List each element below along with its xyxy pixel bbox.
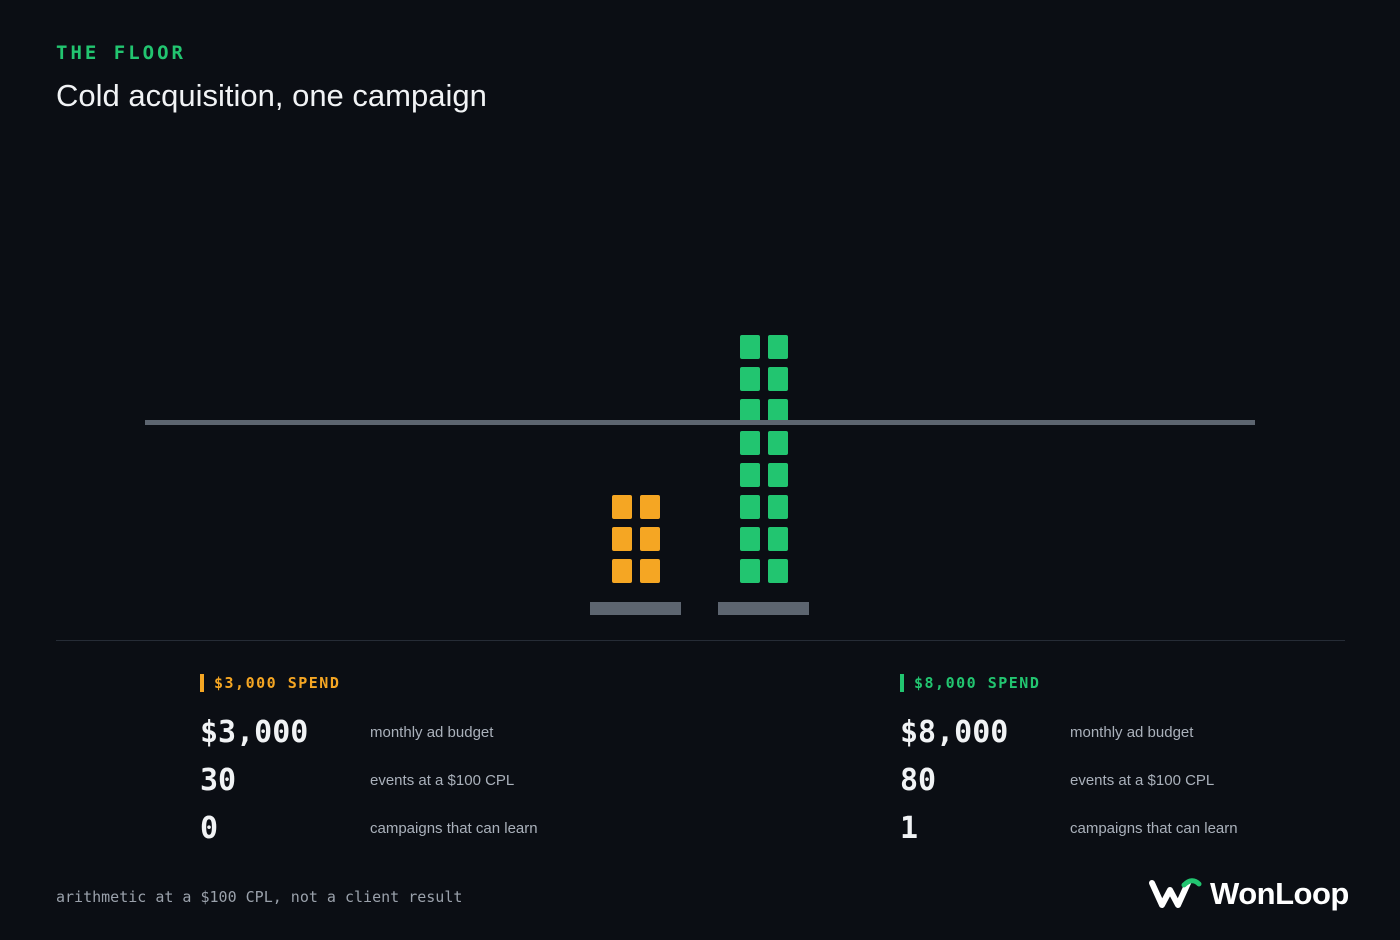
bar-base	[590, 602, 681, 615]
chart-title: Cold acquisition, one campaign	[56, 78, 487, 113]
data-block	[640, 559, 660, 583]
panel-accent-bar	[900, 674, 904, 692]
data-block	[740, 367, 760, 391]
data-block	[768, 335, 788, 359]
data-block	[740, 335, 760, 359]
data-block	[768, 495, 788, 519]
stat-label: campaigns that can learn	[370, 819, 538, 837]
threshold-line	[145, 420, 1255, 425]
panel-heading: $3,000 SPEND	[200, 674, 720, 692]
data-block	[612, 527, 632, 551]
stat-row: 1 campaigns that can learn	[900, 810, 1238, 846]
data-block	[740, 559, 760, 583]
data-block	[768, 399, 788, 423]
stat-row: 80 events at a $100 CPL	[900, 762, 1214, 798]
stat-row: $3,000 monthly ad budget	[200, 714, 493, 750]
stat-value: 30	[200, 762, 237, 798]
panel-heading: $8,000 SPEND	[900, 674, 1400, 692]
data-block	[640, 495, 660, 519]
bar-base	[718, 602, 809, 615]
panel-3000-spend: $3,000 SPEND $3,000 monthly ad budget 30…	[200, 674, 720, 846]
panel-accent-bar	[200, 674, 204, 692]
stat-value: $3,000	[200, 714, 309, 750]
wonloop-logo-icon	[1149, 878, 1202, 908]
stat-row: 0 campaigns that can learn	[200, 810, 538, 846]
data-block	[768, 431, 788, 455]
data-block	[768, 367, 788, 391]
panel-heading-text: $8,000 SPEND	[914, 674, 1041, 692]
stat-label: monthly ad budget	[370, 723, 494, 741]
data-block	[612, 559, 632, 583]
data-block	[768, 527, 788, 551]
data-block	[612, 495, 632, 519]
data-block	[740, 527, 760, 551]
panel-8000-spend: $8,000 SPEND $8,000 monthly ad budget 80…	[900, 674, 1400, 846]
stat-label: events at a $100 CPL	[370, 771, 515, 789]
stat-label: campaigns that can learn	[1070, 819, 1238, 837]
stat-value: 0	[200, 810, 219, 846]
data-block	[740, 463, 760, 487]
stat-value: $8,000	[900, 714, 1009, 750]
data-block	[740, 399, 760, 423]
stat-row: 30 events at a $100 CPL	[200, 762, 514, 798]
stat-value: 80	[900, 762, 937, 798]
panel-heading-text: $3,000 SPEND	[214, 674, 341, 692]
data-block	[640, 527, 660, 551]
stat-label: events at a $100 CPL	[1070, 771, 1215, 789]
stat-row: $8,000 monthly ad budget	[900, 714, 1193, 750]
data-block	[740, 495, 760, 519]
brand-name: WonLoop	[1210, 876, 1349, 911]
stat-label: monthly ad budget	[1070, 723, 1194, 741]
data-block	[768, 463, 788, 487]
divider	[56, 640, 1345, 641]
data-block	[768, 559, 788, 583]
data-block	[740, 431, 760, 455]
brand-logo: WonLoop	[1148, 876, 1349, 912]
block-chart	[145, 335, 1255, 615]
eyebrow-label: THE FLOOR	[56, 42, 186, 64]
footnote: arithmetic at a $100 CPL, not a client r…	[56, 888, 463, 906]
stat-value: 1	[900, 810, 919, 846]
